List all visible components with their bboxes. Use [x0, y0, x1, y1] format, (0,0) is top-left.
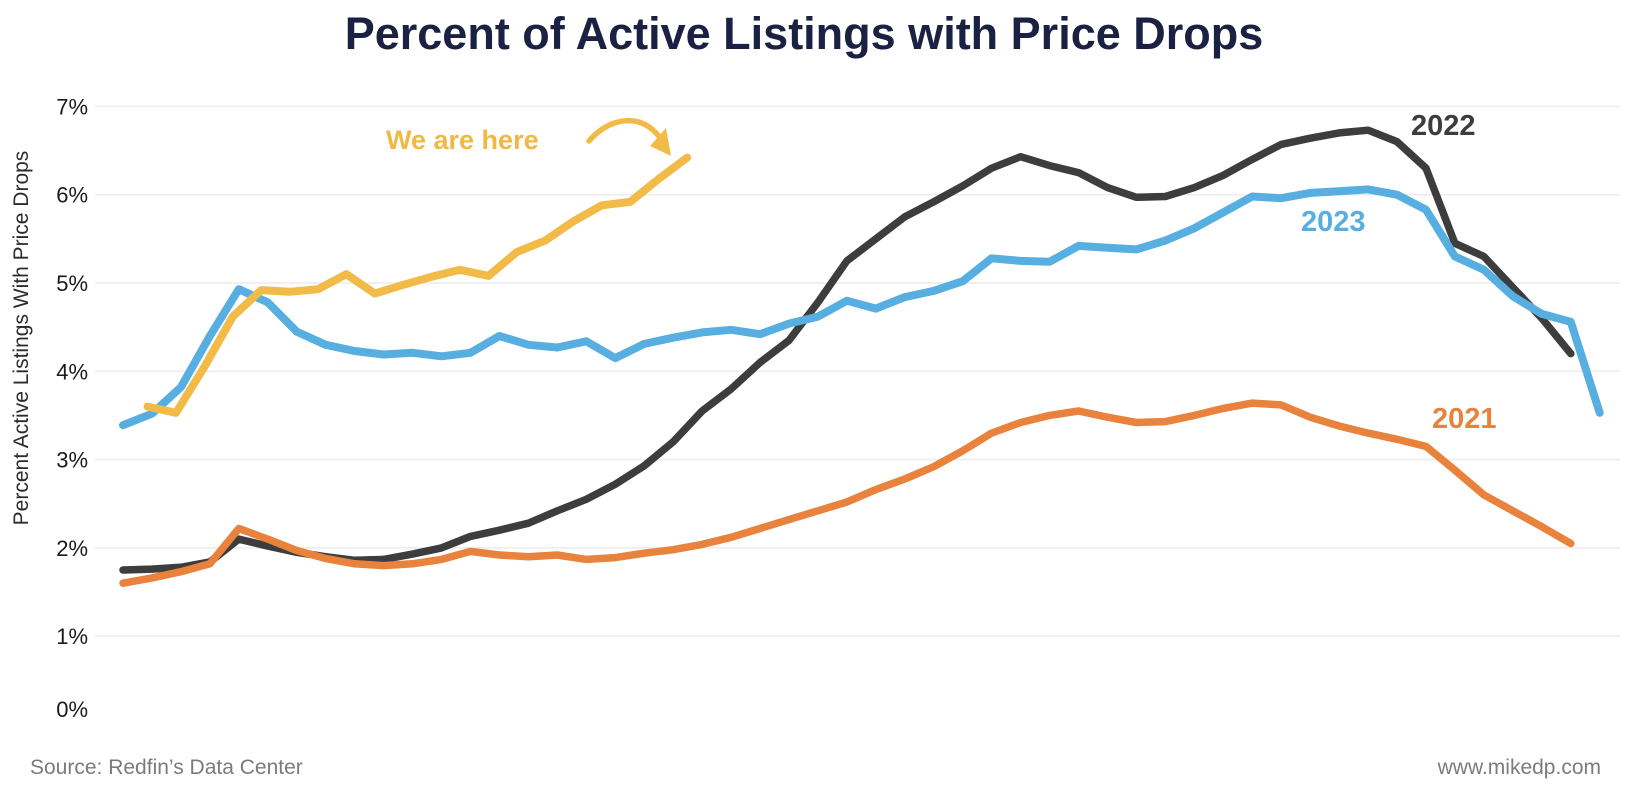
series-label-2021: 2021 — [1432, 403, 1497, 435]
y-tick-label: 2% — [56, 536, 88, 561]
we-are-here-arrow — [586, 117, 671, 156]
y-tick-label: 3% — [56, 448, 88, 473]
y-tick-labels-group: 0% 1% 2% 3% 4% 5% 6% 7% — [56, 94, 88, 722]
series-label-2023: 2023 — [1301, 206, 1366, 238]
y-tick-label: 0% — [56, 697, 88, 722]
source-text: Source: Redfin’s Data Center — [30, 756, 303, 779]
y-tick-label: 7% — [56, 94, 88, 119]
y-tick-label: 5% — [56, 271, 88, 296]
we-are-here-label: We are here — [386, 125, 539, 155]
chart-title: Percent of Active Listings with Price Dr… — [344, 8, 1264, 59]
y-tick-label: 1% — [56, 624, 88, 649]
series-line-2023 — [119, 185, 1604, 430]
series-lines-group — [119, 126, 1604, 587]
website-text: www.mikedp.com — [1437, 756, 1601, 779]
series-label-2022: 2022 — [1411, 110, 1476, 142]
gridlines-group — [95, 105, 1620, 637]
series-line-2021 — [119, 399, 1575, 587]
y-tick-label: 4% — [56, 359, 88, 384]
series-line-2022 — [119, 126, 1575, 574]
series-line-2024 — [143, 153, 692, 417]
y-tick-label: 6% — [56, 183, 88, 208]
